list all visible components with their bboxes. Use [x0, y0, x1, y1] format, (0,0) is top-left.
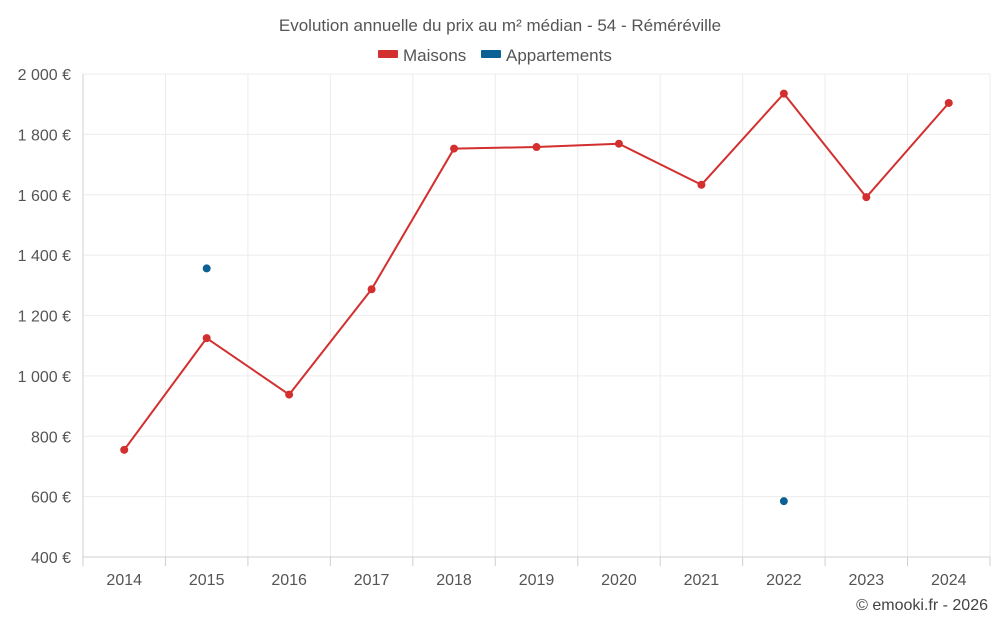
- data-point-maisons[interactable]: [285, 390, 294, 399]
- chart-title: Evolution annuelle du prix au m² médian …: [279, 16, 721, 35]
- data-point-maisons[interactable]: [779, 89, 788, 98]
- y-tick-label: 1 000 €: [18, 369, 71, 386]
- y-tick-label: 1 600 €: [18, 188, 71, 205]
- legend-item-maisons[interactable]: Maisons: [378, 46, 466, 65]
- data-point-maisons[interactable]: [697, 180, 706, 189]
- x-tick-label: 2023: [849, 572, 885, 589]
- series: [120, 89, 953, 506]
- legend-item-appartements[interactable]: Appartements: [481, 46, 612, 65]
- y-tick-label: 600 €: [31, 490, 71, 507]
- data-point-appartements[interactable]: [779, 497, 788, 506]
- x-tick-label: 2021: [684, 572, 720, 589]
- legend-label-appartements: Appartements: [506, 46, 612, 65]
- x-tick-label: 2014: [106, 572, 142, 589]
- grid: [83, 73, 991, 557]
- legend-swatch-appartements: [481, 50, 501, 58]
- x-tick-label: 2022: [766, 572, 802, 589]
- data-point-maisons[interactable]: [614, 139, 623, 148]
- y-tick-label: 800 €: [31, 429, 71, 446]
- y-tick-label: 1 400 €: [18, 248, 71, 265]
- x-tick-label: 2019: [519, 572, 555, 589]
- legend-swatch-maisons: [378, 50, 398, 58]
- x-tick-label: 2015: [189, 572, 225, 589]
- x-tick-label: 2018: [436, 572, 472, 589]
- x-tick-label: 2017: [354, 572, 390, 589]
- credit-text: © emooki.fr - 2026: [856, 597, 988, 614]
- y-tick-label: 400 €: [31, 550, 71, 567]
- legend-label-maisons: Maisons: [403, 46, 466, 65]
- data-point-maisons[interactable]: [367, 285, 376, 294]
- y-tick-label: 1 800 €: [18, 127, 71, 144]
- legend: Maisons Appartements: [378, 46, 612, 65]
- data-point-maisons[interactable]: [450, 144, 459, 153]
- data-point-appartements[interactable]: [202, 264, 211, 273]
- data-point-maisons[interactable]: [532, 143, 541, 152]
- y-tick-label: 2 000 €: [18, 67, 71, 84]
- data-point-maisons[interactable]: [862, 193, 871, 202]
- x-tick-label: 2020: [601, 572, 637, 589]
- x-tick-label: 2016: [271, 572, 307, 589]
- x-tick-label: 2024: [931, 572, 967, 589]
- data-point-maisons[interactable]: [202, 334, 211, 343]
- axes: 400 € 600 € 800 € 1 000 € 1 200 € 1 400 € 1 60…: [18, 67, 991, 589]
- data-point-maisons[interactable]: [944, 98, 953, 107]
- y-tick-label: 1 200 €: [18, 309, 71, 326]
- data-point-maisons[interactable]: [120, 445, 129, 454]
